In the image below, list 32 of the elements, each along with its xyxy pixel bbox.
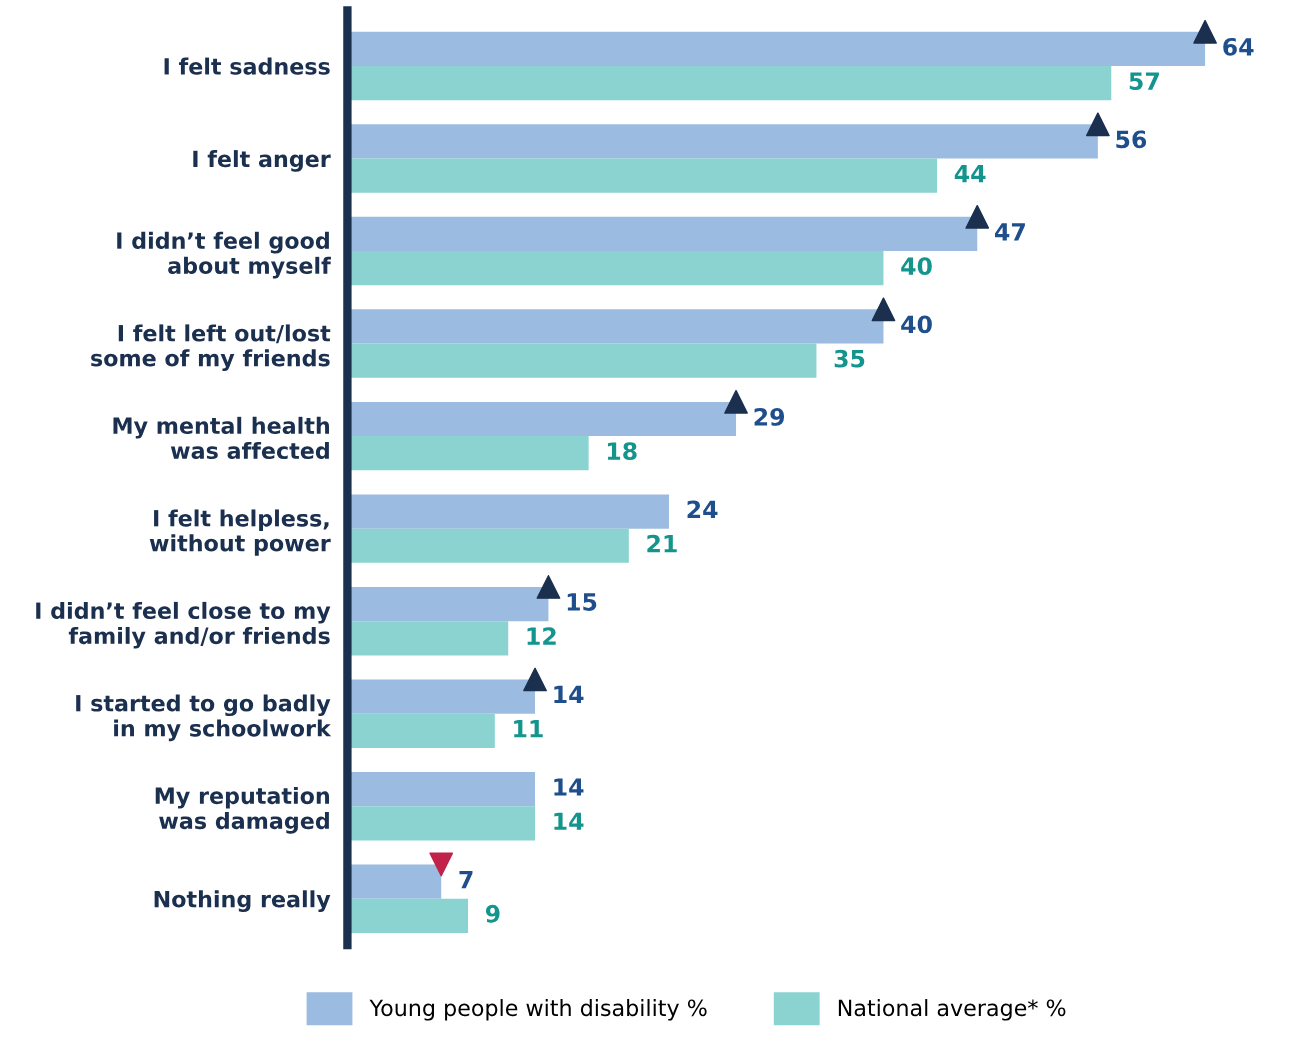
data-label: 35: [834, 349, 865, 368]
data-label: 24: [687, 500, 718, 519]
data-label: 14: [554, 812, 584, 830]
data-label: 47: [994, 223, 1025, 241]
data-label: 29: [754, 407, 785, 426]
y-tick-label: Nothing really: [154, 890, 331, 912]
data-label: 15: [567, 593, 597, 611]
data-label: 9: [485, 904, 500, 923]
data-label: 21: [647, 534, 677, 553]
y-tick-label: I started to go badly in my schoolwork: [76, 694, 332, 742]
data-label: 11: [514, 720, 543, 738]
data-label: 57: [1129, 72, 1159, 90]
y-tick-label: I felt sadness: [164, 57, 330, 75]
y-tick-label: I didn’t feel good about myself: [117, 231, 331, 279]
data-label: 14: [554, 685, 584, 704]
data-label: 64: [1223, 37, 1254, 56]
data-label: 18: [607, 442, 637, 461]
y-tick-label: My reputation was damaged: [155, 786, 330, 834]
data-label: 40: [901, 257, 932, 276]
y-tick-label: I felt anger: [193, 150, 331, 172]
legend-label: National average* %: [838, 999, 1066, 1021]
data-label: 7: [459, 870, 473, 889]
y-tick-label: I didn’t feel close to my family and/or friends: [36, 601, 331, 649]
y-tick-label: I felt left out/lost some of my friends: [91, 324, 331, 371]
data-label: 56: [1116, 130, 1147, 149]
y-tick-label: My mental health was affected: [113, 416, 330, 460]
data-label: 14: [554, 778, 584, 796]
legend-label: Young people with disability %: [369, 999, 707, 1021]
data-label: 12: [527, 627, 556, 645]
y-tick-label: I felt helpless, without power: [149, 509, 331, 556]
data-label: 40: [901, 315, 932, 334]
data-label: 44: [954, 164, 986, 183]
